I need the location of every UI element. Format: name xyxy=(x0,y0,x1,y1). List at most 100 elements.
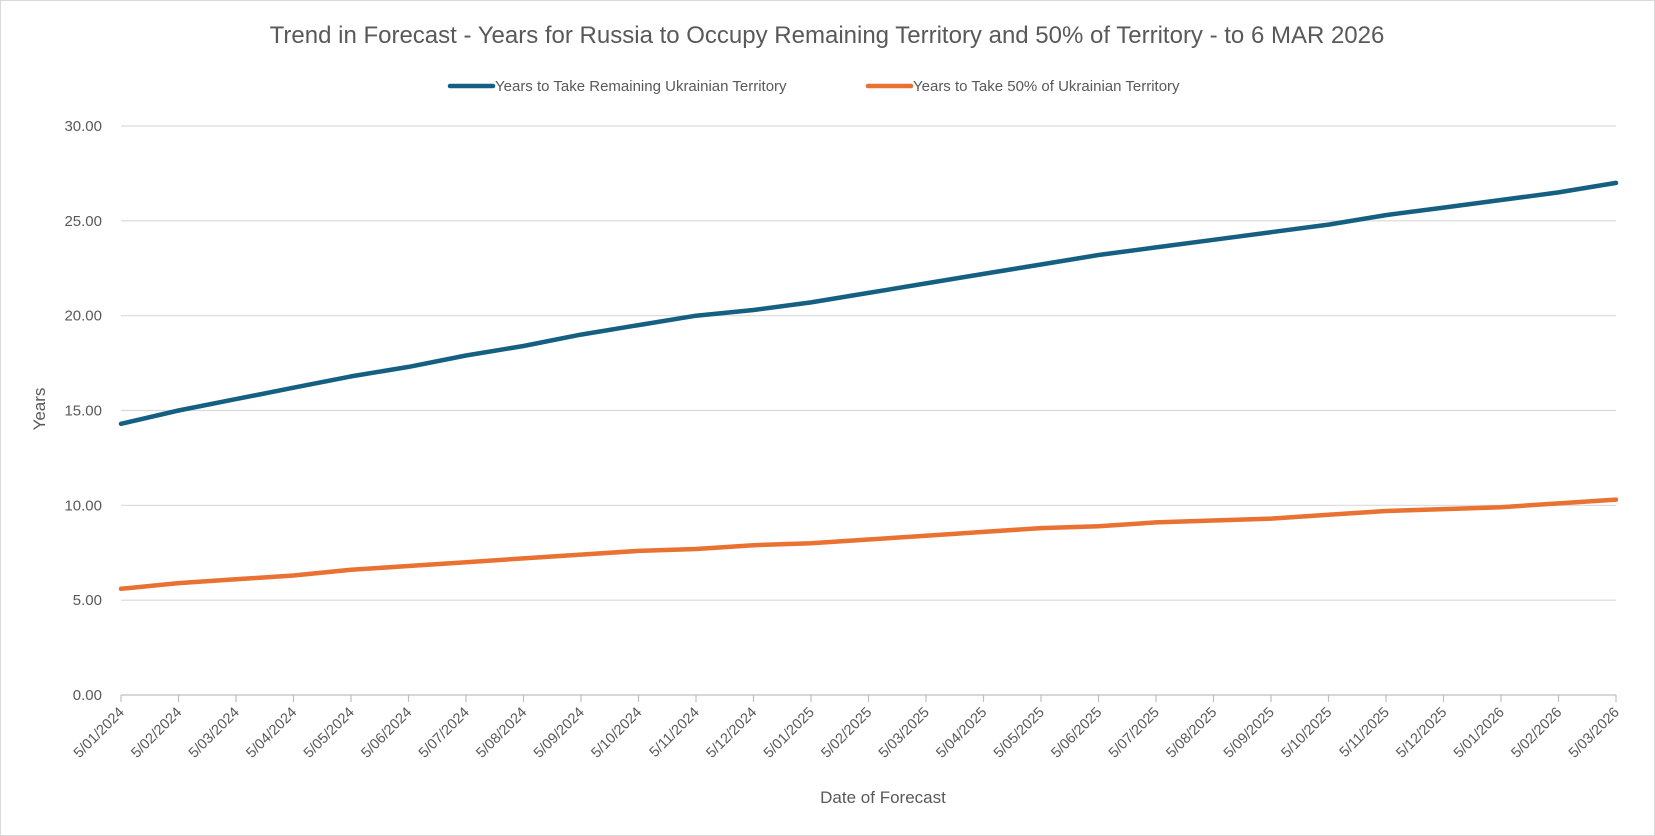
data-point xyxy=(176,408,181,413)
data-point xyxy=(1556,190,1561,195)
series-line-remaining-territory xyxy=(118,180,1619,427)
gridlines xyxy=(121,125,1616,696)
data-point xyxy=(521,556,526,561)
x-tick-label: 5/04/2024 xyxy=(243,705,300,762)
x-tick-label: 5/12/2024 xyxy=(703,705,760,762)
data-point xyxy=(1269,230,1273,235)
data-point xyxy=(291,385,296,390)
data-point xyxy=(1326,222,1331,227)
x-tick-label: 5/09/2024 xyxy=(531,705,588,762)
chart-title: Trend in Forecast - Years for Russia to … xyxy=(270,22,1385,49)
data-point xyxy=(406,564,411,568)
x-tick-label: 5/02/2024 xyxy=(128,705,185,762)
data-point xyxy=(406,364,411,369)
x-tick-label: 5/10/2025 xyxy=(1278,705,1335,762)
x-tick-label: 5/06/2025 xyxy=(1048,705,1105,762)
y-tick-label: 0.00 xyxy=(73,687,102,704)
data-point xyxy=(1269,516,1273,521)
data-point xyxy=(1154,520,1158,525)
data-point xyxy=(119,586,123,591)
x-tick-label: 5/07/2024 xyxy=(416,705,473,762)
legend-label-remaining: Years to Take Remaining Ukrainian Territ… xyxy=(495,78,787,95)
data-point xyxy=(636,323,641,328)
x-tick-label: 5/03/2024 xyxy=(186,705,243,762)
data-point xyxy=(809,541,813,546)
x-tick-label: 5/08/2025 xyxy=(1163,705,1220,762)
data-point xyxy=(464,353,468,358)
data-point xyxy=(119,421,123,426)
x-tick-label: 5/10/2024 xyxy=(588,705,645,762)
x-tick-label: 5/01/2024 xyxy=(71,705,128,762)
data-point xyxy=(579,552,583,557)
data-point xyxy=(981,529,986,534)
data-point xyxy=(751,543,756,548)
data-point xyxy=(924,533,928,538)
data-point xyxy=(1556,501,1561,506)
x-tick-label: 5/11/2025 xyxy=(1337,705,1393,761)
data-point xyxy=(234,577,238,582)
y-axis-title: Years xyxy=(30,388,49,431)
data-point xyxy=(1441,205,1446,210)
y-tick-label: 25.00 xyxy=(64,213,102,230)
data-point xyxy=(1211,237,1216,242)
x-tick-label: 5/07/2025 xyxy=(1106,705,1163,762)
data-point xyxy=(924,281,928,286)
x-tick-label: 5/03/2025 xyxy=(876,705,933,762)
legend: Years to Take Remaining Ukrainian Territ… xyxy=(447,78,1180,95)
x-axis-ticks: 5/01/2024 5/02/2024 5/03/2024 5/04/2024 5/05… xyxy=(71,695,1623,761)
series-layer xyxy=(118,180,1619,592)
x-tick-label: 5/02/2025 xyxy=(818,705,875,762)
data-point xyxy=(1614,180,1618,185)
y-axis-ticks: 0.00 5.00 10.00 15.00 20.00 25.00 30.00 xyxy=(64,118,102,704)
data-point xyxy=(1441,507,1446,512)
data-point xyxy=(176,581,181,586)
data-point xyxy=(866,537,871,542)
data-point xyxy=(1154,245,1158,250)
x-tick-label: 5/05/2024 xyxy=(301,705,358,762)
data-point xyxy=(981,271,986,276)
data-point xyxy=(1384,509,1388,513)
data-point xyxy=(464,560,468,565)
data-point xyxy=(234,397,238,402)
data-point xyxy=(1326,512,1331,517)
data-point xyxy=(1096,253,1101,257)
x-tick-label: 5/12/2025 xyxy=(1393,705,1450,762)
x-tick-label: 5/04/2025 xyxy=(933,705,990,762)
x-axis-title: Date of Forecast xyxy=(820,788,946,807)
x-tick-label: 5/08/2024 xyxy=(473,705,530,762)
y-tick-label: 5.00 xyxy=(73,592,102,609)
data-point xyxy=(1039,526,1043,531)
data-point xyxy=(579,332,583,337)
x-tick-label: 5/01/2025 xyxy=(761,705,818,762)
data-point xyxy=(1614,497,1618,502)
data-point xyxy=(1499,505,1503,510)
data-point xyxy=(521,344,526,348)
x-tick-label: 5/05/2025 xyxy=(991,705,1048,762)
y-tick-label: 10.00 xyxy=(64,497,102,514)
x-tick-label: 5/06/2024 xyxy=(358,705,415,762)
data-point xyxy=(349,374,353,379)
legend-label-fifty-percent: Years to Take 50% of Ukrainian Territory xyxy=(913,78,1180,95)
data-point xyxy=(291,573,296,578)
data-point xyxy=(1384,213,1388,218)
x-tick-label: 5/09/2025 xyxy=(1221,705,1278,762)
data-point xyxy=(1499,198,1503,202)
y-tick-label: 15.00 xyxy=(64,403,102,420)
x-tick-label: 5/02/2026 xyxy=(1508,705,1565,762)
y-tick-label: 20.00 xyxy=(64,308,102,325)
data-point xyxy=(809,300,813,305)
data-point xyxy=(751,308,756,312)
data-point xyxy=(349,567,353,572)
series-line-fifty-percent-territory xyxy=(118,497,1619,592)
y-tick-label: 30.00 xyxy=(64,118,102,135)
data-point xyxy=(866,290,871,295)
data-point xyxy=(694,313,698,318)
data-point xyxy=(694,547,698,551)
x-tick-label: 5/11/2024 xyxy=(647,705,703,761)
x-tick-label: 5/03/2026 xyxy=(1566,705,1623,762)
data-point xyxy=(1211,518,1216,523)
x-tick-label: 5/01/2026 xyxy=(1451,705,1508,762)
data-point xyxy=(636,548,641,553)
